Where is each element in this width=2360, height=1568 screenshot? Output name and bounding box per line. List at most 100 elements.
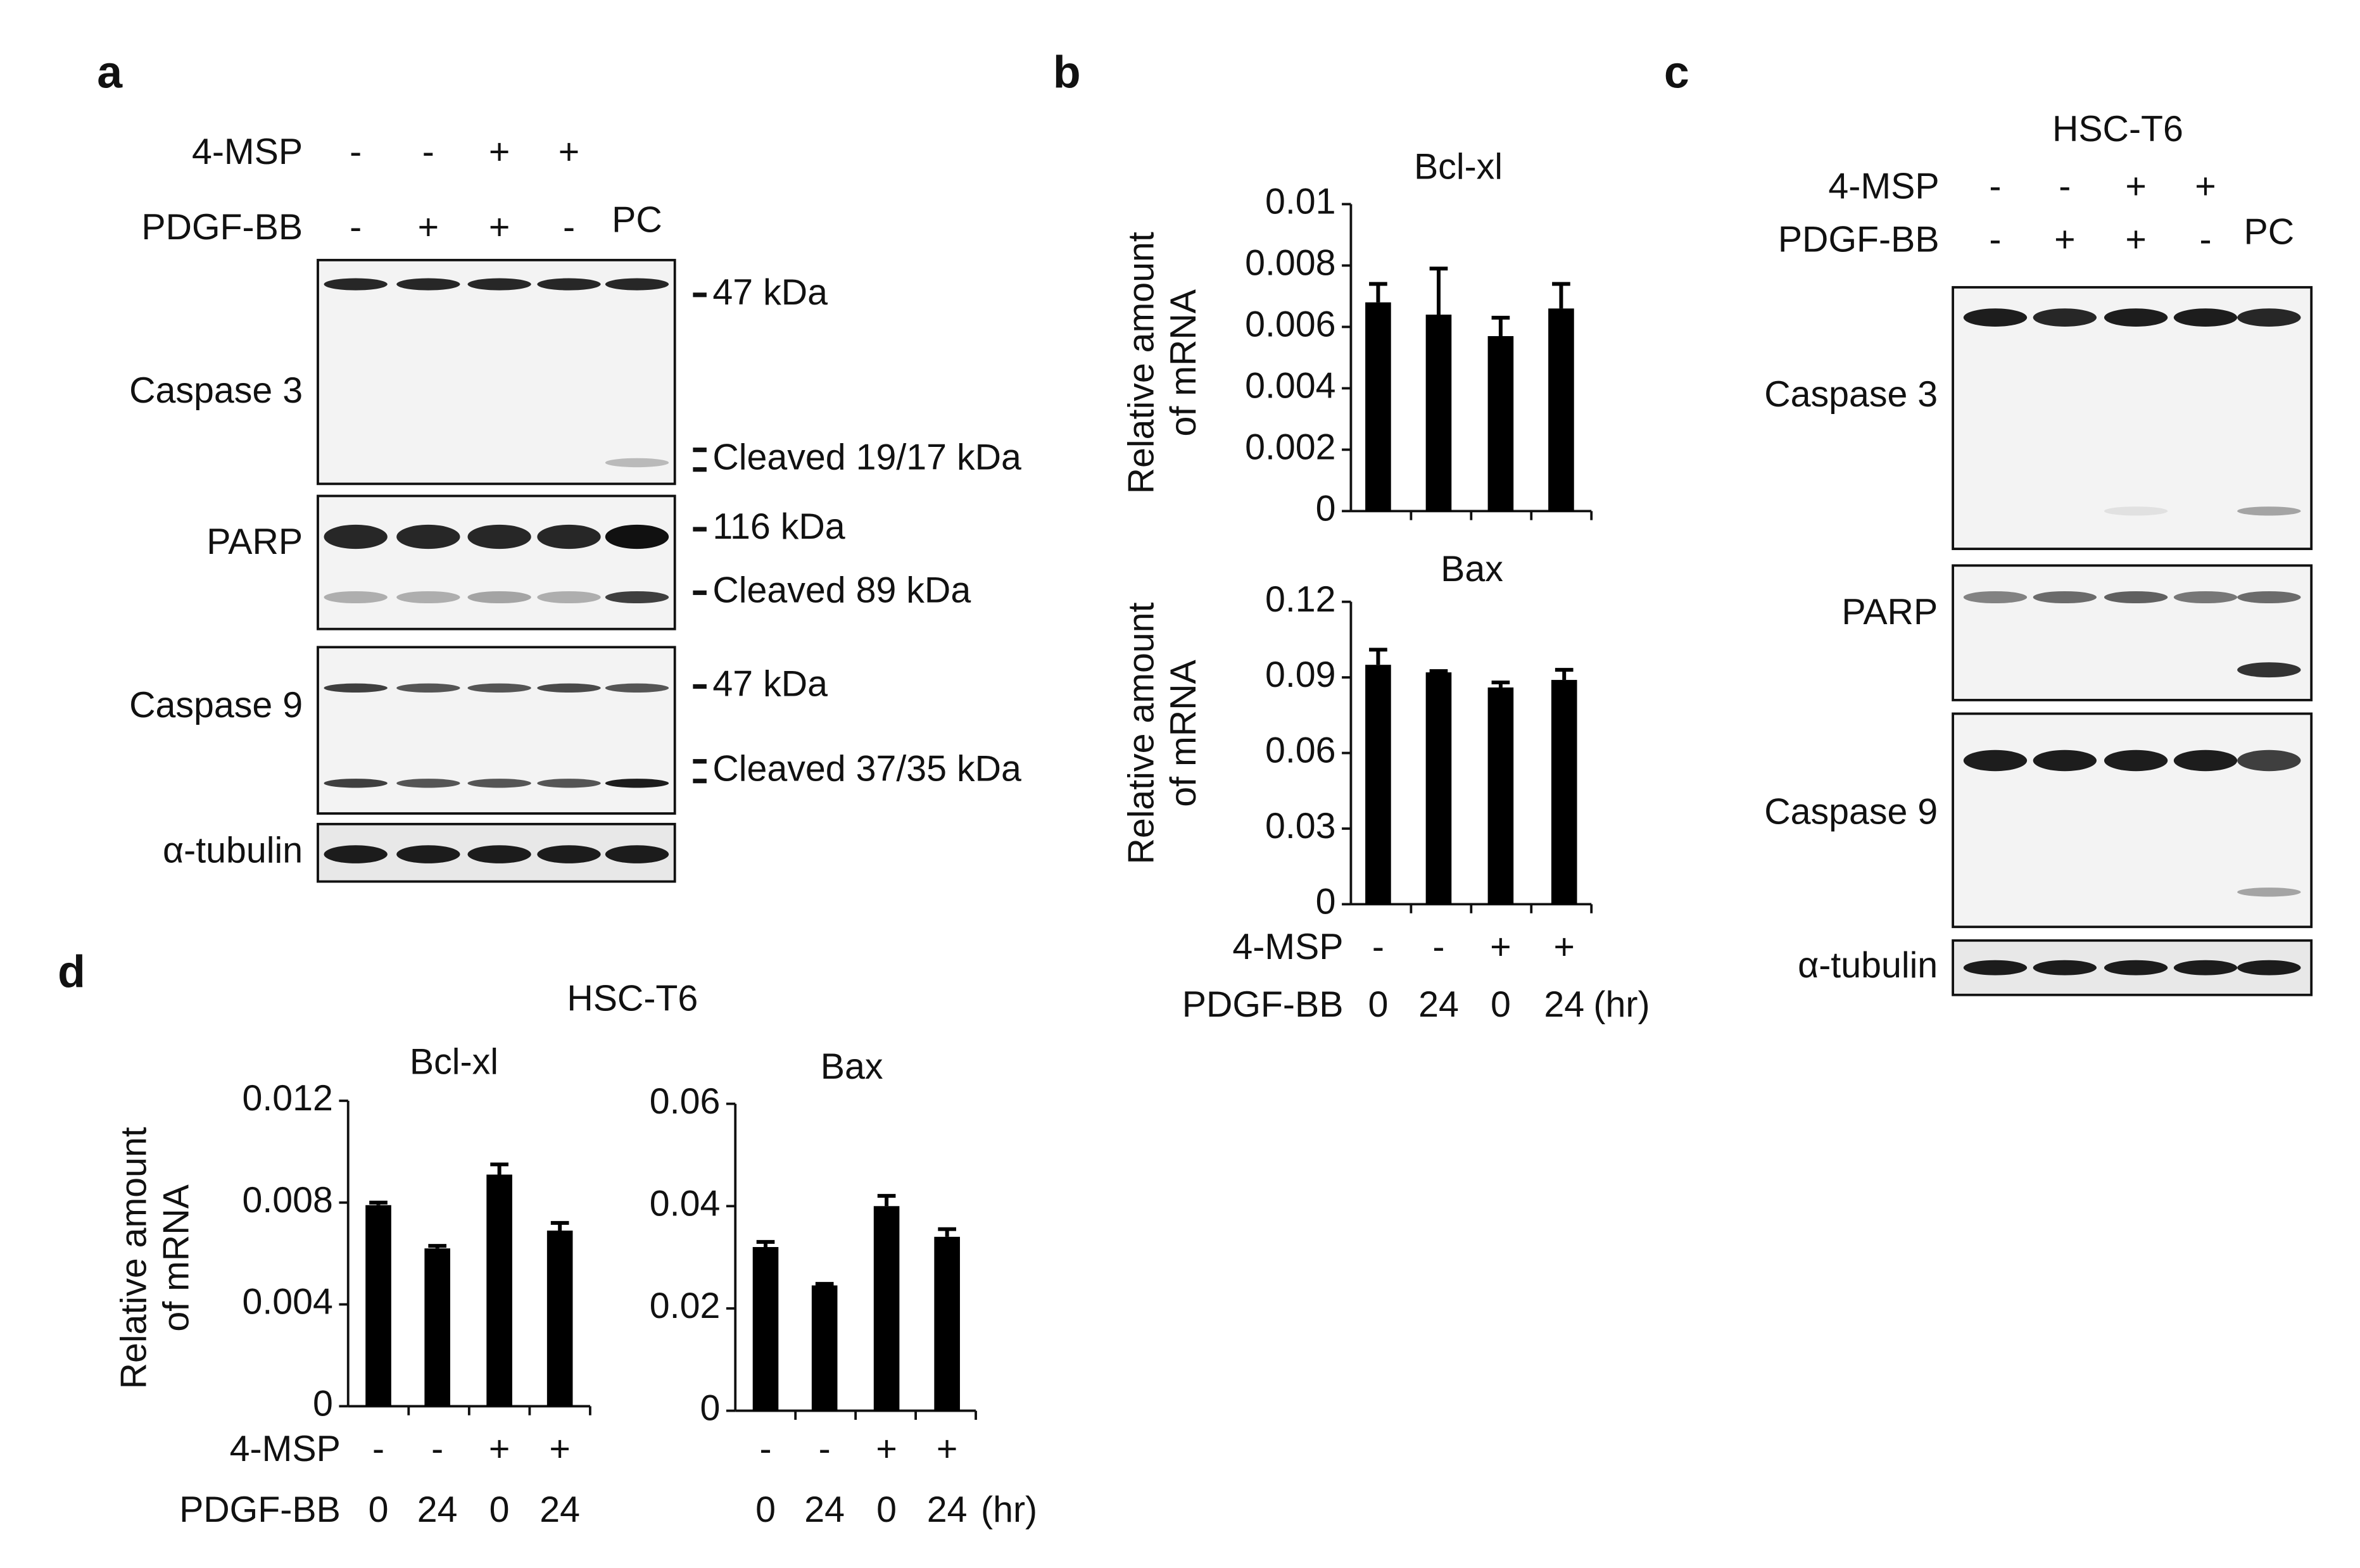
y-tick-label: 0 [1316,488,1336,529]
band [2237,308,2301,327]
y-axis-label: of mRNA [156,1184,196,1331]
size-label: 47 kDa [712,272,828,313]
chart-title: Bcl-xl [410,1042,498,1082]
protein-label: PARP [1841,592,1938,632]
x-row-name: PDGF-BB [179,1490,341,1530]
y-tick-label: 0.02 [650,1286,721,1326]
x-tick-label: + [489,1429,510,1469]
blot-panel [317,494,676,630]
y-tick-label: 0 [313,1384,333,1424]
band [605,683,669,693]
panel-label: d [58,947,85,998]
band [2104,750,2168,772]
band [2237,506,2301,516]
y-tick-label: 0.004 [242,1282,332,1322]
treatment-mark: + [558,132,579,172]
x-tick-label: 0 [1368,984,1388,1025]
size-marker [693,759,707,764]
treatment-mark: - [2059,166,2071,207]
protein-label: Caspase 3 [129,370,303,411]
x-tick-label: 0 [489,1490,510,1530]
y-tick-label: 0.008 [1245,243,1335,284]
treatment-mark: PC [2243,211,2294,252]
x-tick-label: + [1490,927,1511,967]
band [324,278,388,291]
chart-title: Bcl-xl [1414,147,1503,187]
x-tick-label: - [1432,927,1444,967]
y-tick-label: 0.06 [650,1081,721,1122]
x-tick-label: 24 [927,1490,968,1530]
y-tick-label: 0.04 [650,1183,721,1224]
bar [424,1248,450,1407]
x-tick-label: 24 [540,1490,580,1530]
size-marker [693,590,707,595]
treatment-mark: + [489,207,510,248]
protein-label: α-tubulin [163,830,303,870]
band [537,278,601,291]
size-label: Cleaved 37/35 kDa [712,748,1021,789]
x-tick-label: 0 [369,1490,389,1530]
band [2033,960,2097,975]
band [467,524,531,549]
bar [1425,315,1452,511]
protein-label: PARP [206,522,303,562]
band [2237,662,2301,678]
x-tick-label: 0 [876,1490,897,1530]
size-marker [693,779,707,784]
band [2173,591,2238,604]
band [605,845,669,863]
y-tick-label: 0 [700,1388,720,1429]
y-axis-label: of mRNA [1163,659,1204,806]
y-axis-label: of mRNA [1163,289,1204,436]
x-tick-label: - [1372,927,1384,967]
blot-panel [1952,712,2313,929]
treatment-mark: + [2125,219,2146,260]
bar [1425,672,1452,905]
band [324,591,388,604]
x-tick-label: - [819,1429,831,1469]
band [605,278,669,291]
treatment-mark: - [1989,166,2001,207]
y-tick-label: 0.012 [242,1078,332,1119]
treatment-mark: PC [612,199,662,240]
x-tick-label: 0 [755,1490,776,1530]
size-marker [693,292,707,298]
treatment-mark: - [350,207,362,248]
y-tick-label: 0.008 [242,1180,332,1220]
y-tick-label: 0.006 [1245,304,1335,345]
x-tick-label: 24 [804,1490,845,1530]
bar [486,1174,512,1407]
blot-panel [317,646,676,815]
x-row-name: 4-MSP [1232,927,1343,967]
x-tick-label: 24 [417,1490,458,1530]
bar [546,1230,573,1407]
treatment-mark: + [2195,166,2216,207]
band [537,845,601,863]
x-tick-label: + [937,1429,957,1469]
x-row-name: PDGF-BB [1182,984,1344,1025]
band [1963,750,2028,772]
x-tick-label: + [549,1429,570,1469]
size-label: Cleaved 19/17 kDa [712,437,1021,477]
y-tick-label: 0.06 [1265,731,1336,771]
treatment-mark: + [489,132,510,172]
treatment-name: PDGF-BB [1778,219,1940,260]
size-label: 116 kDa [712,506,845,547]
band [537,683,601,693]
blot-panel [1952,285,2313,550]
x-unit: (hr) [981,1490,1037,1530]
treatment-mark: + [2054,219,2075,260]
band [324,779,388,788]
y-tick-label: 0 [1316,882,1336,922]
size-label: 47 kDa [712,664,828,705]
bar [1548,308,1574,511]
x-row-name: 4-MSP [230,1429,341,1469]
treatment-mark: - [350,132,362,172]
x-unit: (hr) [1593,984,1650,1025]
band [396,591,460,604]
band [467,278,531,291]
y-tick-label: 0.03 [1265,806,1336,846]
treatment-mark: - [422,132,434,172]
